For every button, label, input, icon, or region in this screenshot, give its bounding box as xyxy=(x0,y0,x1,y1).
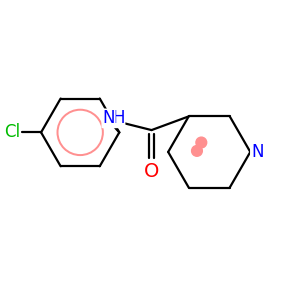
Text: Cl: Cl xyxy=(4,123,20,141)
Circle shape xyxy=(196,137,207,148)
Text: N: N xyxy=(251,143,263,161)
Text: N: N xyxy=(102,110,115,128)
Text: O: O xyxy=(144,162,159,181)
Text: H: H xyxy=(112,110,124,128)
Circle shape xyxy=(192,146,202,156)
